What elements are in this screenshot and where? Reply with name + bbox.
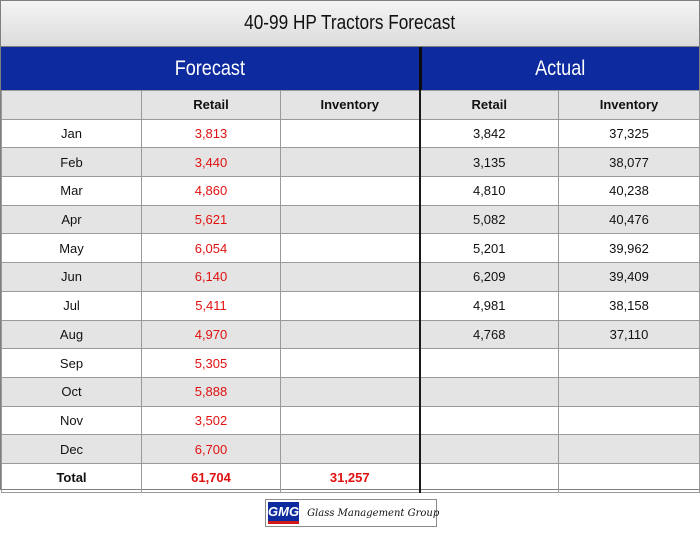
table-row: Jun 6,140 6,209 39,409 bbox=[1, 262, 700, 292]
column-header-month bbox=[1, 90, 142, 120]
cell-actual-inventory bbox=[558, 376, 700, 407]
page-title-text: 40-99 HP Tractors Forecast bbox=[244, 12, 456, 34]
cell-actual-inventory bbox=[558, 434, 700, 464]
cell-forecast-inventory bbox=[280, 405, 420, 436]
cell-actual-retail: 4,768 bbox=[418, 319, 559, 350]
cell-actual-inventory: 40,238 bbox=[558, 176, 700, 206]
group-divider bbox=[419, 47, 422, 90]
cell-actual-retail: 5,082 bbox=[418, 204, 559, 235]
table-row: Oct 5,888 bbox=[1, 376, 700, 407]
cell-forecast-retail: 5,621 bbox=[141, 204, 281, 235]
page-title: 40-99 HP Tractors Forecast bbox=[1, 1, 699, 47]
total-row: Total 61,704 31,257 bbox=[1, 462, 700, 493]
cell-actual-inventory bbox=[558, 405, 700, 436]
cell-forecast-inventory bbox=[280, 233, 420, 264]
cell-actual-retail: 4,810 bbox=[418, 176, 559, 206]
logo-text: Glass Management Group bbox=[307, 507, 440, 519]
cell-forecast-inventory bbox=[280, 147, 420, 178]
cell-actual-retail: 3,842 bbox=[418, 118, 559, 149]
forecast-group-header: Forecast bbox=[1, 47, 419, 90]
table-row: Apr 5,621 5,082 40,476 bbox=[1, 204, 700, 235]
cell-forecast-inventory bbox=[280, 204, 420, 235]
cell-actual-inventory bbox=[558, 348, 700, 378]
table-row: Jul 5,411 4,981 38,158 bbox=[1, 290, 700, 321]
forecast-table: Retail Inventory Retail Inventory Jan 3,8… bbox=[1, 90, 700, 493]
cell-actual-retail bbox=[418, 434, 559, 464]
cell-month: Oct bbox=[1, 376, 142, 407]
actual-group-label: Actual bbox=[535, 56, 586, 80]
cell-actual-inventory: 39,962 bbox=[558, 233, 700, 264]
cell-actual-retail: 6,209 bbox=[418, 262, 559, 292]
column-header-forecast-inventory: Inventory bbox=[280, 90, 420, 120]
table-row: Nov 3,502 bbox=[1, 405, 700, 436]
cell-actual-inventory: 40,476 bbox=[558, 204, 700, 235]
cell-month: Aug bbox=[1, 319, 142, 350]
cell-forecast-inventory bbox=[280, 262, 420, 292]
cell-month: Apr bbox=[1, 204, 142, 235]
column-header-actual-retail: Retail bbox=[418, 90, 559, 120]
cell-actual-inventory: 37,110 bbox=[558, 319, 700, 350]
cell-forecast-inventory bbox=[280, 348, 420, 378]
column-header-actual-inventory: Inventory bbox=[558, 90, 700, 120]
cell-forecast-retail: 6,054 bbox=[141, 233, 281, 264]
cell-forecast-retail: 3,440 bbox=[141, 147, 281, 178]
forecast-panel: 40-99 HP Tractors Forecast Forecast Actu… bbox=[0, 0, 700, 493]
cell-forecast-retail: 61,704 bbox=[141, 462, 281, 493]
cell-actual-retail: 4,981 bbox=[418, 290, 559, 321]
cell-forecast-inventory bbox=[280, 118, 420, 149]
cell-forecast-retail: 5,305 bbox=[141, 348, 281, 378]
cell-actual-inventory: 39,409 bbox=[558, 262, 700, 292]
table-row: May 6,054 5,201 39,962 bbox=[1, 233, 700, 264]
actual-group-header: Actual bbox=[422, 47, 699, 90]
cell-actual-retail bbox=[418, 405, 559, 436]
cell-month: Sep bbox=[1, 348, 142, 378]
column-header-row: Retail Inventory Retail Inventory bbox=[1, 90, 700, 120]
column-header-forecast-retail: Retail bbox=[141, 90, 281, 120]
cell-actual-retail: 3,135 bbox=[418, 147, 559, 178]
cell-forecast-retail: 3,813 bbox=[141, 118, 281, 149]
cell-actual-inventory bbox=[558, 462, 700, 493]
cell-month: Jan bbox=[1, 118, 142, 149]
cell-actual-retail bbox=[418, 376, 559, 407]
cell-forecast-inventory: 31,257 bbox=[280, 462, 420, 493]
cell-month: Total bbox=[1, 462, 142, 493]
cell-forecast-retail: 3,502 bbox=[141, 405, 281, 436]
company-logo: GMG Glass Management Group bbox=[265, 499, 440, 527]
table-row: Mar 4,860 4,810 40,238 bbox=[1, 176, 700, 206]
cell-month: Nov bbox=[1, 405, 142, 436]
table-row: Aug 4,970 4,768 37,110 bbox=[1, 319, 700, 350]
cell-actual-retail: 5,201 bbox=[418, 233, 559, 264]
cell-forecast-inventory bbox=[280, 319, 420, 350]
cell-month: Dec bbox=[1, 434, 142, 464]
cell-forecast-retail: 5,888 bbox=[141, 376, 281, 407]
cell-forecast-retail: 6,700 bbox=[141, 434, 281, 464]
table-row: Feb 3,440 3,135 38,077 bbox=[1, 147, 700, 178]
table-body: Jan 3,813 3,842 37,325 Feb 3,440 3,135 38,077 Ma… bbox=[1, 118, 700, 493]
cell-forecast-inventory bbox=[280, 434, 420, 464]
cell-forecast-inventory bbox=[280, 290, 420, 321]
forecast-group-label: Forecast bbox=[174, 56, 246, 80]
logo-mark: GMG bbox=[268, 502, 300, 524]
cell-month: Jun bbox=[1, 262, 142, 292]
cell-forecast-retail: 4,860 bbox=[141, 176, 281, 206]
cell-actual-retail bbox=[418, 462, 559, 493]
table-row: Jan 3,813 3,842 37,325 bbox=[1, 118, 700, 149]
cell-actual-inventory: 38,077 bbox=[558, 147, 700, 178]
table-row: Sep 5,305 bbox=[1, 348, 700, 378]
cell-actual-inventory: 38,158 bbox=[558, 290, 700, 321]
cell-month: Feb bbox=[1, 147, 142, 178]
table-row: Dec 6,700 bbox=[1, 434, 700, 464]
cell-month: Mar bbox=[1, 176, 142, 206]
cell-forecast-retail: 4,970 bbox=[141, 319, 281, 350]
cell-actual-inventory: 37,325 bbox=[558, 118, 700, 149]
cell-forecast-retail: 5,411 bbox=[141, 290, 281, 321]
cell-actual-retail bbox=[418, 348, 559, 378]
cell-month: May bbox=[1, 233, 142, 264]
cell-forecast-inventory bbox=[280, 376, 420, 407]
cell-forecast-retail: 6,140 bbox=[141, 262, 281, 292]
cell-month: Jul bbox=[1, 290, 142, 321]
cell-forecast-inventory bbox=[280, 176, 420, 206]
